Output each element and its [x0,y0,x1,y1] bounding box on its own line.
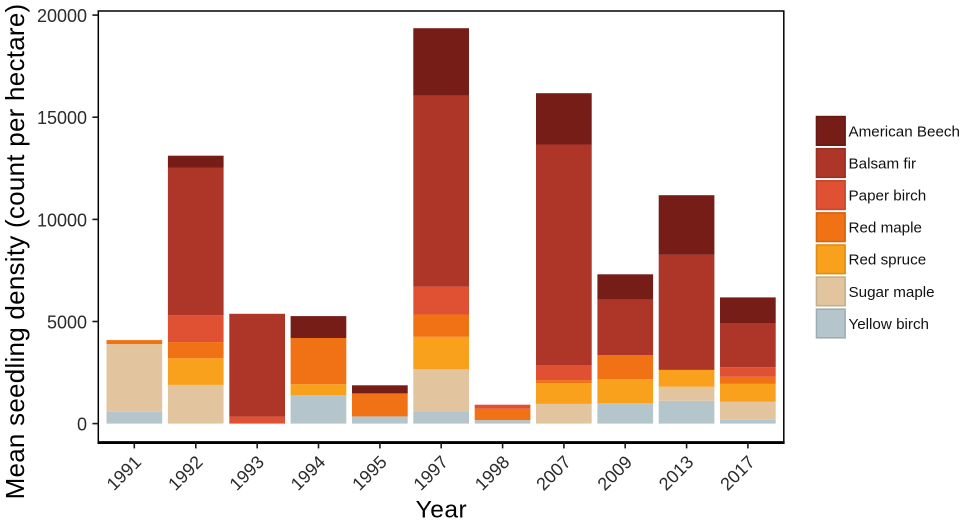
svg-text:10000: 10000 [37,210,87,230]
svg-text:American Beech: American Beech [849,123,960,140]
svg-text:15000: 15000 [37,108,87,128]
svg-text:Mean seedling density (count p: Mean seedling density (count per hectare… [0,4,30,500]
svg-text:Yellow birch: Yellow birch [849,316,929,333]
svg-text:Red maple: Red maple [849,220,922,237]
svg-text:0: 0 [77,415,87,435]
svg-text:20000: 20000 [37,6,87,26]
svg-text:Year: Year [416,496,468,523]
svg-text:5000: 5000 [47,312,87,332]
svg-text:Balsam fir: Balsam fir [849,155,917,172]
svg-text:Red spruce: Red spruce [849,252,927,269]
svg-text:Paper birch: Paper birch [849,188,927,205]
svg-text:Sugar maple: Sugar maple [849,284,935,301]
